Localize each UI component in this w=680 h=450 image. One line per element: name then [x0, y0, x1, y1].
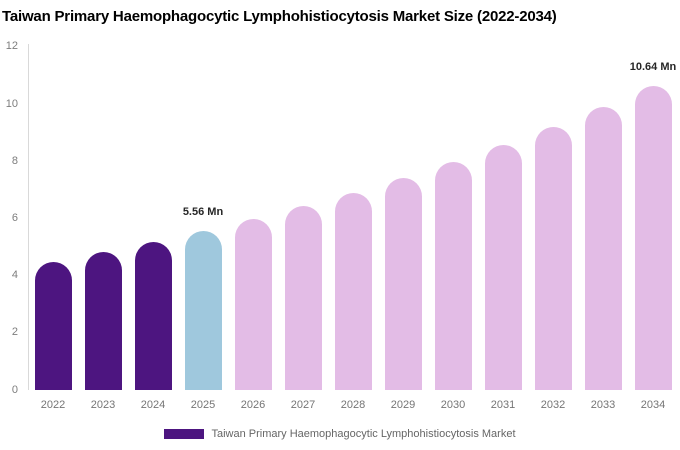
x-tick-2024: 2024	[140, 399, 166, 411]
legend[interactable]: Taiwan Primary Haemophagocytic Lymphohis…	[0, 424, 680, 444]
bar-2027[interactable]	[284, 206, 322, 390]
x-tick-2033: 2033	[590, 399, 616, 411]
bar-2032[interactable]	[534, 126, 572, 390]
x-tick-2025: 2025	[190, 399, 216, 411]
x-tick-2030: 2030	[440, 399, 466, 411]
legend-series-label: Taiwan Primary Haemophagocytic Lymphohis…	[211, 428, 516, 440]
bar-2034[interactable]	[634, 85, 672, 390]
bar-2030[interactable]	[434, 162, 472, 390]
bar-2026[interactable]	[234, 218, 272, 390]
bar-2029[interactable]	[384, 177, 422, 390]
chart-title: Taiwan Primary Haemophagocytic Lymphohis…	[2, 8, 557, 25]
y-tick-4: 4	[11, 269, 18, 282]
y-tick-12: 12	[5, 40, 18, 53]
x-tick-2029: 2029	[390, 399, 416, 411]
value-label-2025: 5.56 Mn	[182, 205, 224, 218]
bar-2025[interactable]	[184, 230, 222, 390]
x-tick-2022: 2022	[40, 399, 66, 411]
x-tick-2028: 2028	[340, 399, 366, 411]
bar-2022[interactable]	[34, 261, 72, 390]
y-tick-0: 0	[11, 383, 18, 396]
x-tick-2027: 2027	[290, 399, 316, 411]
x-tick-2031: 2031	[490, 399, 516, 411]
bar-2024[interactable]	[134, 242, 172, 390]
x-tick-2026: 2026	[240, 399, 266, 411]
value-label-2034: 10.64 Mn	[629, 60, 677, 73]
y-tick-10: 10	[5, 97, 18, 110]
y-axis-line	[28, 44, 29, 390]
bar-2028[interactable]	[334, 192, 372, 390]
legend-swatch	[164, 429, 205, 439]
y-tick-8: 8	[11, 154, 18, 167]
y-tick-6: 6	[11, 211, 18, 224]
x-tick-2034: 2034	[640, 399, 666, 411]
bar-2023[interactable]	[84, 252, 122, 390]
x-tick-2032: 2032	[540, 399, 566, 411]
y-tick-2: 2	[11, 326, 18, 339]
bar-2033[interactable]	[584, 106, 622, 390]
bar-2031[interactable]	[484, 144, 522, 390]
x-tick-2023: 2023	[90, 399, 116, 411]
